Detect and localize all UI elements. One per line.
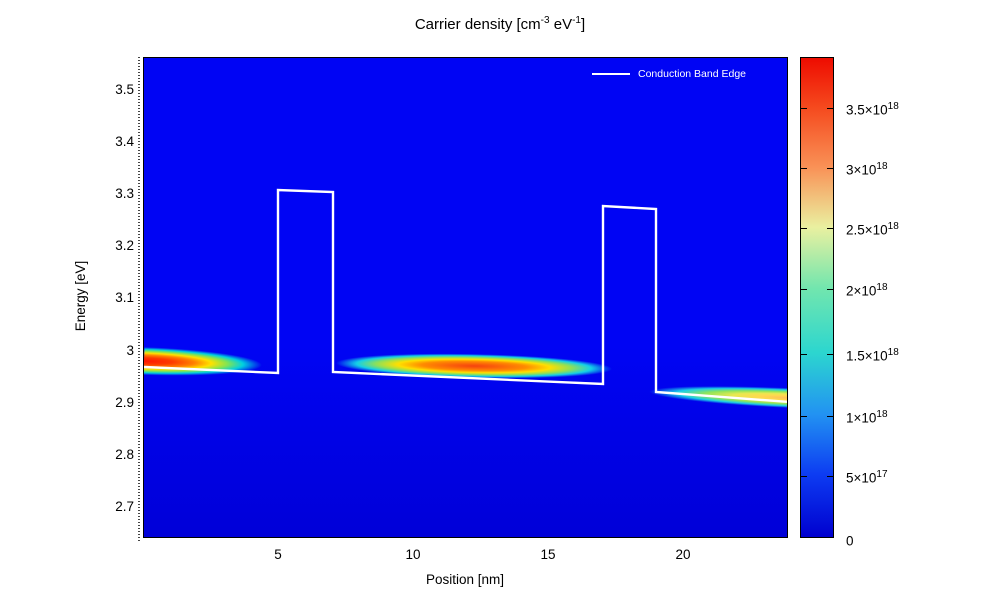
legend-line-sample — [592, 73, 630, 75]
colorbar-label: 1×1018 — [846, 409, 888, 426]
legend-label: Conduction Band Edge — [638, 68, 746, 80]
title-text: Carrier density [cm — [414, 16, 541, 33]
colorbar-tick — [801, 476, 807, 477]
y-tick-label: 2.8 — [115, 447, 134, 462]
colorbar-label: 0 — [846, 533, 854, 549]
y-tick-label: 3 — [126, 343, 134, 358]
colorbar-label: 5×1017 — [846, 469, 888, 486]
title-text: eV — [549, 16, 573, 33]
colorbar-tick — [801, 416, 807, 417]
colorbar-tick — [827, 289, 833, 290]
y-tick-label: 3.3 — [115, 186, 134, 201]
y-tick-label: 3.4 — [115, 134, 134, 149]
colorbar-label: 1.5×1018 — [846, 347, 899, 364]
colorbar-label: 3.5×1018 — [846, 101, 899, 118]
y-tick-label: 3.2 — [115, 238, 134, 253]
colorbar-label: 3×1018 — [846, 161, 888, 178]
conduction-band-edge-line — [144, 188, 787, 404]
heatmap-plot: Conduction Band Edge — [143, 57, 788, 538]
colorbar-label: 2×1018 — [846, 282, 888, 299]
colorbar-tick — [827, 168, 833, 169]
y-tick-label: 3.1 — [115, 290, 134, 305]
colorbar-tick — [801, 289, 807, 290]
colorbar-tick — [827, 416, 833, 417]
x-tick-label: 20 — [675, 547, 691, 562]
y-tick-label: 3.5 — [115, 82, 134, 97]
colorbar-tick — [801, 168, 807, 169]
y-tick-label: 2.9 — [115, 395, 134, 410]
title-exponent: -3 — [540, 15, 550, 26]
y-tick-label: 2.7 — [115, 499, 134, 514]
colorbar-tick — [827, 476, 833, 477]
y-axis-minor-ticks — [138, 57, 140, 541]
chart-title: Carrier density [cm-3 eV-1] — [0, 15, 1000, 33]
x-tick-label: 5 — [274, 547, 282, 562]
x-tick-label: 15 — [540, 547, 556, 562]
colorbar-tick — [827, 108, 833, 109]
colorbar-tick — [801, 108, 807, 109]
title-text: ] — [581, 16, 586, 33]
x-tick-label: 10 — [405, 547, 421, 562]
colorbar — [800, 57, 834, 538]
colorbar-tick — [827, 228, 833, 229]
x-axis-label: Position [nm] — [425, 572, 505, 587]
title-exponent: -1 — [572, 15, 581, 26]
colorbar-tick — [801, 354, 807, 355]
colorbar-label: 2.5×1018 — [846, 221, 899, 238]
colorbar-tick — [827, 354, 833, 355]
colorbar-tick — [801, 228, 807, 229]
